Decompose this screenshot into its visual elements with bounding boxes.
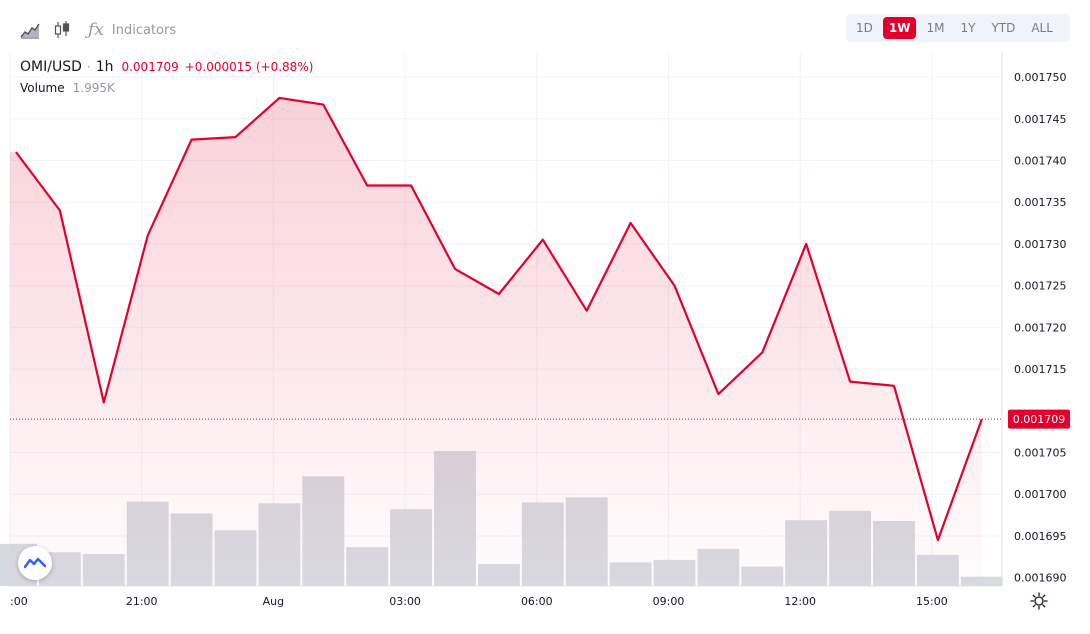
price-tick-label: 0.001725 [1014, 280, 1067, 293]
price-tick-label: 0.001700 [1014, 488, 1067, 501]
time-tick-label: 06:00 [521, 595, 553, 608]
legend-separator: · [86, 60, 91, 74]
price-change: +0.000015 (+0.88%) [184, 60, 314, 74]
price-tick-label: 0.001740 [1014, 154, 1067, 167]
price-line [15, 96, 983, 542]
current-price: 0.001709 [121, 60, 179, 74]
volume-label: Volume [20, 81, 65, 95]
last-price-tag: 0.001709 [1008, 409, 1070, 429]
function-icon: ƒx [88, 20, 104, 40]
time-tick-label: :00 [10, 595, 28, 608]
time-tick-label: 15:00 [916, 595, 948, 608]
range-1m-button[interactable]: 1M [926, 21, 945, 35]
tradingview-logo-icon[interactable] [18, 546, 52, 580]
time-axis[interactable]: :00 21:00 Aug 03:00 06:00 09:00 12:00 15:00 [10, 595, 948, 608]
time-tick-label: 03:00 [389, 595, 421, 608]
indicators-label: Indicators [111, 22, 177, 38]
time-tick-label: 09:00 [653, 595, 685, 608]
price-tick-label: 0.001730 [1014, 238, 1067, 251]
price-tick-label: 0.001735 [1014, 196, 1067, 209]
time-tick-label: 12:00 [784, 595, 816, 608]
range-1d-button[interactable]: 1D [856, 21, 873, 35]
range-1y-button[interactable]: 1Y [960, 21, 976, 35]
range-1w-button[interactable]: 1W [882, 17, 917, 39]
interval-label: 1h [95, 59, 114, 75]
time-tick-label: Aug [263, 595, 284, 608]
top-toolbar: ƒx Indicators 1D 1W 1M 1Y YTD ALL [0, 0, 1090, 52]
time-range-selector: 1D 1W 1M 1Y YTD ALL [846, 14, 1070, 42]
price-tick-label: 0.001745 [1014, 113, 1067, 126]
price-tick-label: 0.001715 [1014, 363, 1067, 376]
range-all-button[interactable]: ALL [1031, 21, 1053, 35]
price-tick-label: 0.001690 [1014, 572, 1067, 585]
indicators-button[interactable]: ƒx Indicators [88, 17, 176, 43]
price-tick-label: 0.001720 [1014, 321, 1067, 334]
price-area-fill [10, 97, 982, 587]
area-chart-icon[interactable] [18, 18, 42, 42]
symbol-label[interactable]: OMI/USD [20, 59, 82, 75]
price-tick-label: 0.001705 [1014, 447, 1067, 460]
chart-legend: OMI/USD · 1h 0.001709 +0.000015 (+0.88%)… [20, 59, 313, 101]
last-price-label: 0.001709 [1013, 413, 1066, 426]
volume-value: 1.995K [72, 81, 115, 95]
candlestick-icon[interactable] [50, 18, 74, 42]
settings-gear-icon[interactable] [1028, 590, 1050, 612]
time-tick-label: 21:00 [126, 595, 158, 608]
price-tick-label: 0.001695 [1014, 530, 1067, 543]
price-tick-label: 0.001750 [1014, 71, 1067, 84]
price-axis[interactable]: 0.001750 0.001745 0.001740 0.001735 0.001730… [1014, 71, 1067, 585]
range-ytd-button[interactable]: YTD [991, 21, 1016, 35]
